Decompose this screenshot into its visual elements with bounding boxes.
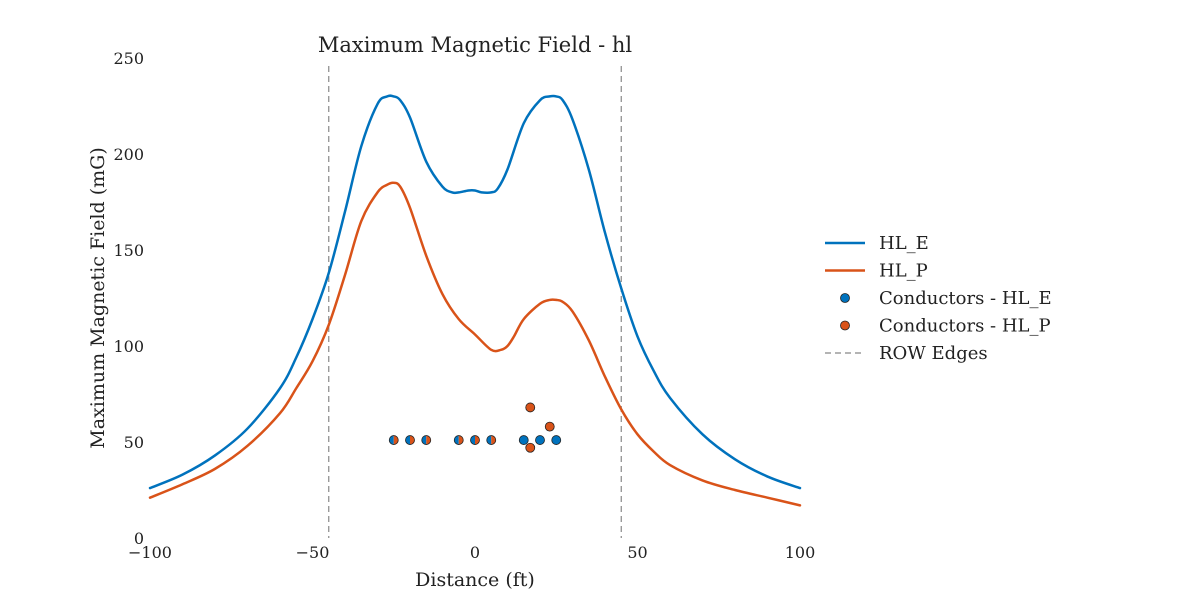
conductor-point-hl-e-half [454, 435, 459, 445]
y-tick-label: 200 [113, 145, 144, 164]
legend-item-hl-e: HL_E [825, 233, 929, 254]
conductor-point-shared [405, 435, 415, 445]
legend-label: ROW Edges [879, 343, 988, 364]
conductor-point-hl-e-half [421, 435, 427, 445]
conductor-points [388, 402, 562, 453]
legend-label: Conductors - HL_E [879, 288, 1052, 309]
conductor-point-shared [470, 435, 480, 445]
y-axis-label: Maximum Magnetic Field (mG) [87, 147, 109, 449]
x-tick-label: 0 [470, 543, 480, 562]
legend-item-conductors-hl-e: Conductors - HL_E [840, 288, 1052, 309]
conductor-point-hl-p-half [458, 435, 464, 445]
y-tick-label: 0 [134, 529, 144, 548]
y-tick-label: 250 [113, 49, 144, 68]
legend-marker-swatch [840, 293, 850, 303]
conductor-point-hl-p-half [426, 435, 431, 445]
legend-item-conductors-hl-p: Conductors - HL_P [840, 316, 1051, 337]
conductor-point-outline [405, 435, 415, 445]
legend-item-hl-p: HL_P [825, 261, 928, 282]
x-tick-label: 100 [785, 543, 816, 562]
series-lines [148, 94, 802, 507]
conductor-point-hl-p-half [475, 435, 480, 445]
conductor-point-hl-p-half [393, 435, 399, 445]
legend-label: HL_E [879, 233, 929, 254]
conductor-point-hl-p-half [410, 435, 415, 445]
x-tick-label: −50 [296, 543, 330, 562]
conductor-point-hl-p-half [491, 435, 496, 445]
conductor-point-hl-e [518, 435, 529, 445]
conductor-point-hl-e-half [486, 435, 492, 445]
x-axis-ticks: −100 −50 0 50 100 [128, 543, 815, 562]
conductor-point-hl-p [525, 402, 536, 413]
y-tick-label: 50 [124, 433, 144, 452]
conductor-point-shared [421, 435, 432, 445]
series-line-hl-e [148, 94, 802, 490]
conductor-point-outline [486, 435, 497, 445]
x-tick-label: −100 [128, 543, 172, 562]
legend: HL_E HL_P Conductors - HL_E Conductors - HL… [825, 233, 1052, 364]
conductor-point-hl-p [544, 421, 555, 432]
conductor-point-outline [470, 435, 480, 445]
conductor-point-shared [388, 435, 399, 445]
x-tick-label: 50 [627, 543, 647, 562]
y-axis-ticks: 0 50 100 150 200 250 [113, 49, 144, 548]
legend-label: Conductors - HL_P [879, 316, 1051, 337]
chart-title: Maximum Magnetic Field - hl [318, 33, 632, 57]
conductor-point-hl-e-half [389, 435, 394, 445]
conductor-point-shared [486, 435, 497, 445]
conductor-point-hl-e-half [405, 435, 410, 445]
conductor-point-hl-e-half [470, 435, 475, 445]
y-tick-label: 100 [113, 337, 144, 356]
conductor-point-outline [421, 435, 432, 445]
legend-label: HL_P [879, 261, 928, 282]
conductor-point-outline [388, 435, 399, 445]
x-axis-label: Distance (ft) [415, 569, 535, 591]
legend-item-row-edges: ROW Edges [825, 343, 988, 364]
legend-marker-swatch [840, 320, 850, 331]
conductor-point-hl-e [535, 435, 545, 445]
conductor-point-hl-e [551, 435, 562, 445]
conductor-point-hl-p [525, 442, 536, 453]
row-edge-lines [328, 66, 622, 538]
conductor-point-shared [453, 435, 464, 445]
series-line-hl-p [148, 181, 802, 507]
conductor-point-outline [453, 435, 464, 445]
y-tick-label: 150 [113, 241, 144, 260]
